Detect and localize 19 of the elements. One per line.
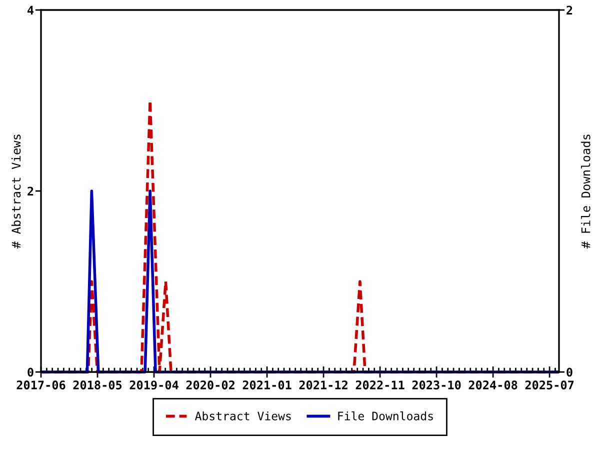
y-tick-label: 4 <box>28 6 34 14</box>
x-tick-label: 2021-12 <box>299 380 348 390</box>
y-tick-label: 2 <box>28 186 34 196</box>
y2-axis-title: # File Downloads <box>581 134 590 249</box>
x-tick-label: 2021-01 <box>242 380 292 390</box>
x-tick-label: 2019-04 <box>130 380 178 390</box>
y2-tick-label: 2 <box>566 6 572 14</box>
x-tick-label: 2024-08 <box>468 380 518 390</box>
legend-label: Abstract Views <box>194 411 291 420</box>
x-tick-label: 2023-10 <box>412 380 461 390</box>
x-tick-label: 2020-02 <box>186 380 234 390</box>
x-tick-label: 2022-11 <box>356 380 404 390</box>
x-tick-label: 2017-06 <box>16 380 66 390</box>
y-tick-label: 0 <box>28 368 34 377</box>
x-tick-label: 2018-05 <box>73 380 122 390</box>
legend-label: File Downloads <box>338 411 433 420</box>
y-axis-title: # Abstract Views <box>11 134 21 249</box>
x-tick-label: 2025-07 <box>525 380 574 390</box>
y2-tick-label: 0 <box>566 368 572 377</box>
